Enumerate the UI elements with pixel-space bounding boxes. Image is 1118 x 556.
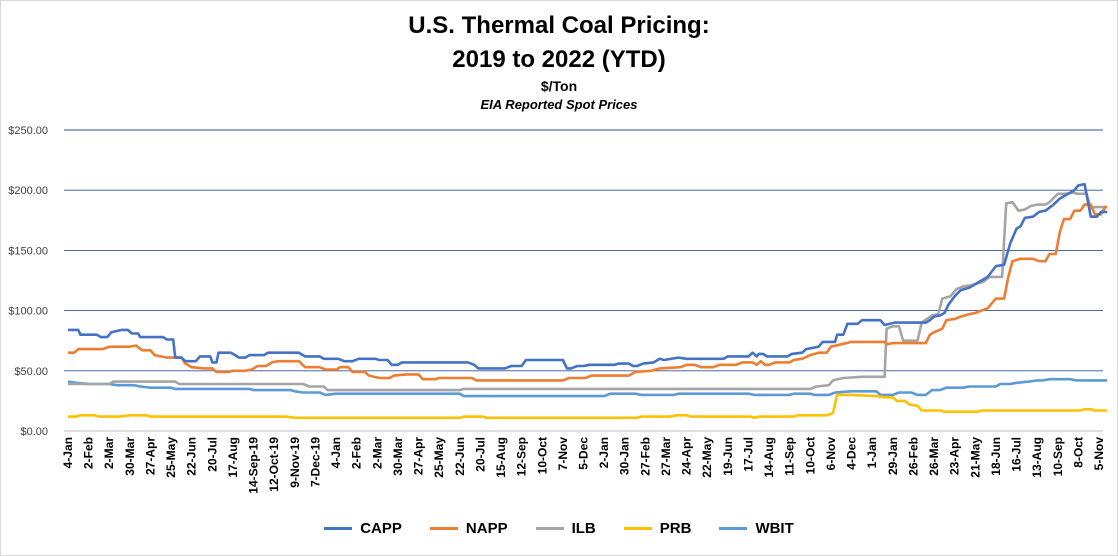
x-tick-label: 5-Nov bbox=[1092, 437, 1106, 471]
x-tick-label: 6-Nov bbox=[824, 437, 838, 471]
x-tick-label: 4-Jan bbox=[329, 437, 343, 468]
series-line-capp bbox=[68, 182, 1108, 370]
x-tick-label: 22-Jun bbox=[453, 437, 467, 476]
legend-swatch bbox=[535, 527, 564, 530]
x-tick-label: 22-Jun bbox=[185, 437, 199, 476]
x-tick-label: 30-Mar bbox=[123, 437, 137, 476]
chart-subtitle: 2019 to 2022 (YTD) bbox=[452, 46, 666, 73]
x-tick-label: 10-Oct bbox=[535, 437, 549, 474]
x-tick-label: 20-Jul bbox=[205, 437, 219, 472]
x-tick-label: 2-Feb bbox=[350, 437, 364, 469]
legend-swatch bbox=[623, 527, 652, 530]
x-tick-label: 2-Jan bbox=[597, 437, 611, 468]
x-tick-label: 25-May bbox=[164, 437, 178, 478]
legend-item-ilb: ILB bbox=[535, 520, 596, 537]
series-lines bbox=[67, 182, 1108, 420]
x-tick-label: 18-Jun bbox=[989, 437, 1003, 476]
x-tick-label: 14-Sep-19 bbox=[247, 437, 261, 494]
x-tick-label: 30-Mar bbox=[391, 437, 405, 476]
x-tick-label: 5-Dec bbox=[577, 437, 591, 470]
chart-title: U.S. Thermal Coal Pricing: bbox=[408, 12, 710, 39]
x-tick-label: 16-Jul bbox=[1010, 437, 1024, 472]
x-tick-label: 2-Feb bbox=[82, 437, 96, 469]
x-tick-label: 2-Mar bbox=[370, 437, 384, 469]
x-tick-label: 9-Nov-19 bbox=[288, 437, 302, 488]
x-tick-label: 27-Apr bbox=[412, 437, 426, 475]
series-line-prb bbox=[68, 393, 1108, 420]
x-tick-label: 30-Jan bbox=[618, 437, 632, 475]
x-tick-label: 27-Feb bbox=[638, 437, 652, 476]
legend-swatch bbox=[324, 527, 353, 530]
series-line-wbit bbox=[67, 377, 1108, 398]
x-tick-label: 22-May bbox=[700, 437, 714, 478]
legend-swatch bbox=[429, 527, 458, 530]
x-tick-label: 2-Mar bbox=[102, 437, 116, 469]
x-tick-label: 11-Sep bbox=[783, 437, 797, 476]
x-tick-label: 7-Dec-19 bbox=[308, 437, 322, 487]
x-tick-label: 4-Jan bbox=[61, 437, 75, 468]
x-tick-label: 29-Jan bbox=[886, 437, 900, 475]
x-tick-label: 27-Apr bbox=[143, 437, 157, 475]
unit-label: $/Ton bbox=[540, 78, 578, 94]
y-tick-label: $250.00 bbox=[8, 125, 48, 137]
x-tick-label: 4-Dec bbox=[845, 437, 859, 470]
legend-label: WBIT bbox=[755, 520, 794, 537]
x-tick-label: 13-Aug bbox=[1030, 437, 1044, 478]
x-tick-label: 12-Oct-19 bbox=[267, 437, 281, 492]
x-tick-label: 12-Sep bbox=[515, 437, 529, 476]
x-tick-label: 14-Aug bbox=[762, 437, 776, 478]
y-tick-label: $150.00 bbox=[8, 245, 48, 257]
y-tick-label: $0.00 bbox=[20, 426, 48, 438]
legend-label: CAPP bbox=[360, 520, 402, 537]
gridlines bbox=[64, 129, 1103, 432]
x-tick-label: 1-Jan bbox=[865, 437, 879, 468]
x-tick-label: 27-Mar bbox=[659, 437, 673, 476]
legend-label: PRB bbox=[659, 520, 692, 537]
y-tick-label: $200.00 bbox=[8, 185, 48, 197]
x-tick-label: 21-May bbox=[968, 437, 982, 478]
x-tick-label: 10-Oct bbox=[803, 437, 817, 474]
legend: CAPP NAPP ILB PRB WBIT bbox=[0, 520, 1118, 537]
x-tick-label: 23-Apr bbox=[948, 437, 962, 475]
x-tick-label: 10-Sep bbox=[1051, 437, 1065, 476]
y-tick-label: $100.00 bbox=[8, 306, 48, 318]
x-tick-label: 17-Jul bbox=[741, 437, 755, 472]
legend-item-prb: PRB bbox=[623, 520, 692, 537]
x-axis-ticks: 4-Jan 2-Feb 2-Mar 30-Mar 27-Apr 25-May 22-Jun 2… bbox=[61, 437, 1106, 494]
y-tick-label: $50.00 bbox=[14, 366, 48, 378]
y-axis-ticks: $0.00 $50.00 $100.00 $150.00 $200.00 $250.00 bbox=[8, 125, 48, 438]
x-tick-label: 8-Oct bbox=[1071, 437, 1085, 468]
legend-item-wbit: WBIT bbox=[719, 520, 794, 537]
x-tick-label: 15-Aug bbox=[494, 437, 508, 478]
legend-swatch bbox=[719, 527, 748, 530]
x-tick-label: 19-Jun bbox=[721, 437, 735, 476]
x-tick-label: 25-May bbox=[432, 437, 446, 478]
x-tick-label: 20-Jul bbox=[473, 437, 487, 472]
legend-label: ILB bbox=[571, 520, 596, 537]
series-line-napp bbox=[68, 203, 1108, 382]
legend-item-capp: CAPP bbox=[324, 520, 402, 537]
x-tick-label: 26-Feb bbox=[906, 437, 920, 476]
legend-item-napp: NAPP bbox=[429, 520, 508, 537]
x-tick-label: 17-Aug bbox=[226, 437, 240, 478]
series-line-ilb bbox=[68, 191, 1108, 392]
source-note: EIA Reported Spot Prices bbox=[480, 97, 638, 112]
x-tick-label: 7-Nov bbox=[556, 437, 570, 471]
x-tick-label: 24-Apr bbox=[680, 437, 694, 475]
legend-label: NAPP bbox=[465, 520, 508, 537]
x-tick-label: 26-Mar bbox=[927, 437, 941, 476]
